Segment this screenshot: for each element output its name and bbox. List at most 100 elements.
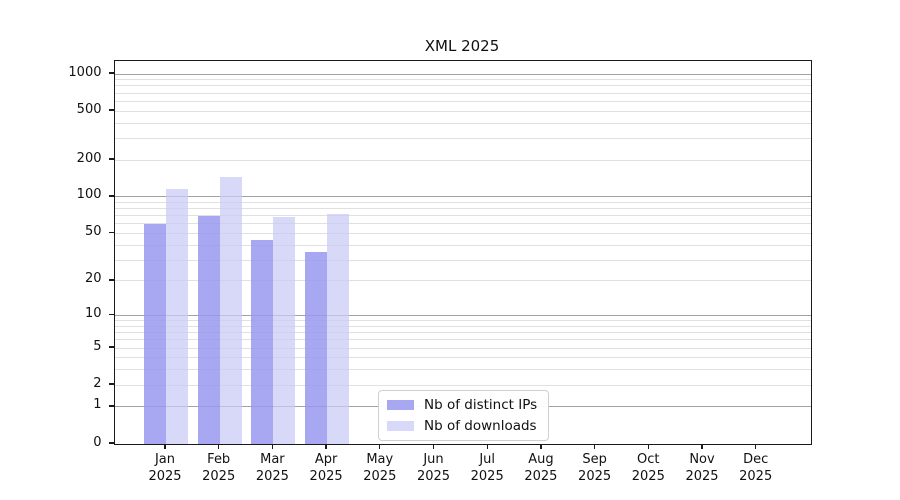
x-tick-label: Jul 2025	[470, 452, 504, 484]
x-tick-mark	[379, 444, 381, 449]
plot-area	[113, 60, 812, 445]
y-tick-label: 200	[76, 150, 102, 166]
y-tick-label: 2	[93, 375, 102, 391]
major-gridline	[114, 196, 811, 198]
y-tick-mark	[109, 279, 114, 281]
bar-distinct-ips-apr-2025	[305, 252, 328, 444]
minor-gridline	[114, 259, 811, 261]
minor-gridline	[114, 110, 811, 112]
y-tick-mark	[109, 231, 114, 234]
chart-title: XML 2025	[424, 37, 500, 55]
minor-gridline-overlay	[114, 232, 811, 234]
y-tick-mark	[109, 313, 114, 316]
minor-gridline-overlay	[114, 215, 811, 217]
minor-gridline-overlay	[114, 85, 811, 87]
major-gridline-overlay	[114, 196, 811, 198]
legend-label-downloads: Nb of downloads	[424, 418, 537, 434]
y-tick-mark	[109, 195, 114, 197]
x-tick-label: Feb 2025	[202, 452, 236, 484]
y-tick-label: 100	[76, 187, 102, 203]
legend-label-distinct-ips: Nb of distinct IPs	[424, 397, 538, 413]
x-tick-mark	[486, 444, 488, 449]
minor-gridline	[114, 92, 811, 94]
minor-gridline-overlay	[114, 332, 811, 334]
minor-gridline	[114, 85, 811, 87]
y-tick-label: 20	[84, 271, 102, 287]
minor-gridline-overlay	[114, 357, 811, 359]
minor-gridline-overlay	[114, 384, 811, 386]
legend-swatch-distinct-ips	[387, 400, 414, 410]
x-tick-mark	[593, 444, 596, 449]
minor-gridline-overlay	[114, 110, 811, 112]
bar-downloads-apr-2025	[327, 214, 350, 444]
minor-gridline	[114, 215, 811, 217]
bar-distinct-ips-jan-2025	[144, 223, 166, 444]
minor-gridline-overlay	[114, 259, 811, 261]
x-tick-label: Jun 2025	[416, 452, 451, 484]
y-tick-label: 1000	[68, 64, 102, 80]
minor-gridline	[114, 357, 811, 359]
bar-distinct-ips-mar-2025	[251, 240, 274, 444]
minor-gridline	[114, 339, 811, 341]
y-tick-mark	[109, 383, 114, 385]
x-tick-label: May 2025	[363, 452, 397, 484]
x-tick-label: Apr 2025	[309, 452, 343, 484]
y-tick-mark	[109, 109, 114, 111]
minor-gridline-overlay	[114, 159, 811, 161]
legend-swatch-downloads	[387, 421, 414, 431]
y-tick-label: 1	[93, 397, 102, 413]
x-tick-mark	[325, 444, 327, 449]
y-tick-label: 10	[84, 306, 102, 322]
minor-gridline-overlay	[114, 280, 811, 282]
y-tick-label: 0	[93, 434, 102, 450]
bar-downloads-jan-2025	[166, 188, 188, 444]
minor-gridline	[114, 347, 811, 349]
x-tick-mark	[755, 444, 757, 449]
minor-gridline-overlay	[114, 223, 811, 225]
x-tick-label: Sep 2025	[578, 452, 612, 484]
legend-item-downloads: Nb of downloads	[387, 418, 537, 434]
minor-gridline-overlay	[114, 325, 811, 327]
minor-gridline	[114, 232, 811, 234]
minor-gridline	[114, 100, 811, 102]
y-tick-label: 500	[76, 101, 102, 117]
minor-gridline	[114, 369, 811, 371]
x-tick-label: Oct 2025	[631, 452, 665, 484]
minor-gridline	[114, 384, 811, 386]
minor-gridline	[114, 122, 811, 124]
x-tick-mark	[647, 444, 649, 449]
x-tick-mark	[218, 444, 220, 449]
major-gridline	[114, 315, 811, 317]
minor-gridline-overlay	[114, 347, 811, 349]
minor-gridline-overlay	[114, 79, 811, 81]
minor-gridline-overlay	[114, 244, 811, 246]
minor-gridline-overlay	[114, 137, 811, 139]
legend-item-distinct-ips: Nb of distinct IPs	[387, 397, 537, 413]
bar-downloads-mar-2025	[273, 216, 296, 444]
x-tick-mark	[164, 444, 166, 449]
x-tick-mark	[540, 444, 542, 449]
x-tick-label: Jan 2025	[148, 452, 182, 484]
minor-gridline-overlay	[114, 122, 811, 124]
minor-gridline	[114, 320, 811, 322]
minor-gridline	[114, 201, 811, 203]
major-gridline-overlay	[114, 73, 811, 75]
x-tick-label: Dec 2025	[739, 452, 773, 484]
minor-gridline	[114, 208, 811, 210]
minor-gridline-overlay	[114, 369, 811, 371]
y-tick-mark	[109, 158, 114, 160]
y-tick-mark	[109, 442, 114, 444]
major-gridline	[114, 73, 811, 75]
x-tick-mark	[432, 444, 435, 449]
x-tick-label: Aug 2025	[524, 452, 558, 484]
minor-gridline-overlay	[114, 201, 811, 203]
minor-gridline	[114, 159, 811, 161]
bar-downloads-feb-2025	[219, 176, 242, 444]
legend: Nb of distinct IPs Nb of downloads	[378, 390, 550, 441]
minor-gridline-overlay	[114, 100, 811, 102]
x-tick-label: Mar 2025	[255, 452, 289, 484]
minor-gridline	[114, 223, 811, 225]
bar-distinct-ips-feb-2025	[197, 215, 220, 444]
x-tick-label: Nov 2025	[685, 452, 719, 484]
